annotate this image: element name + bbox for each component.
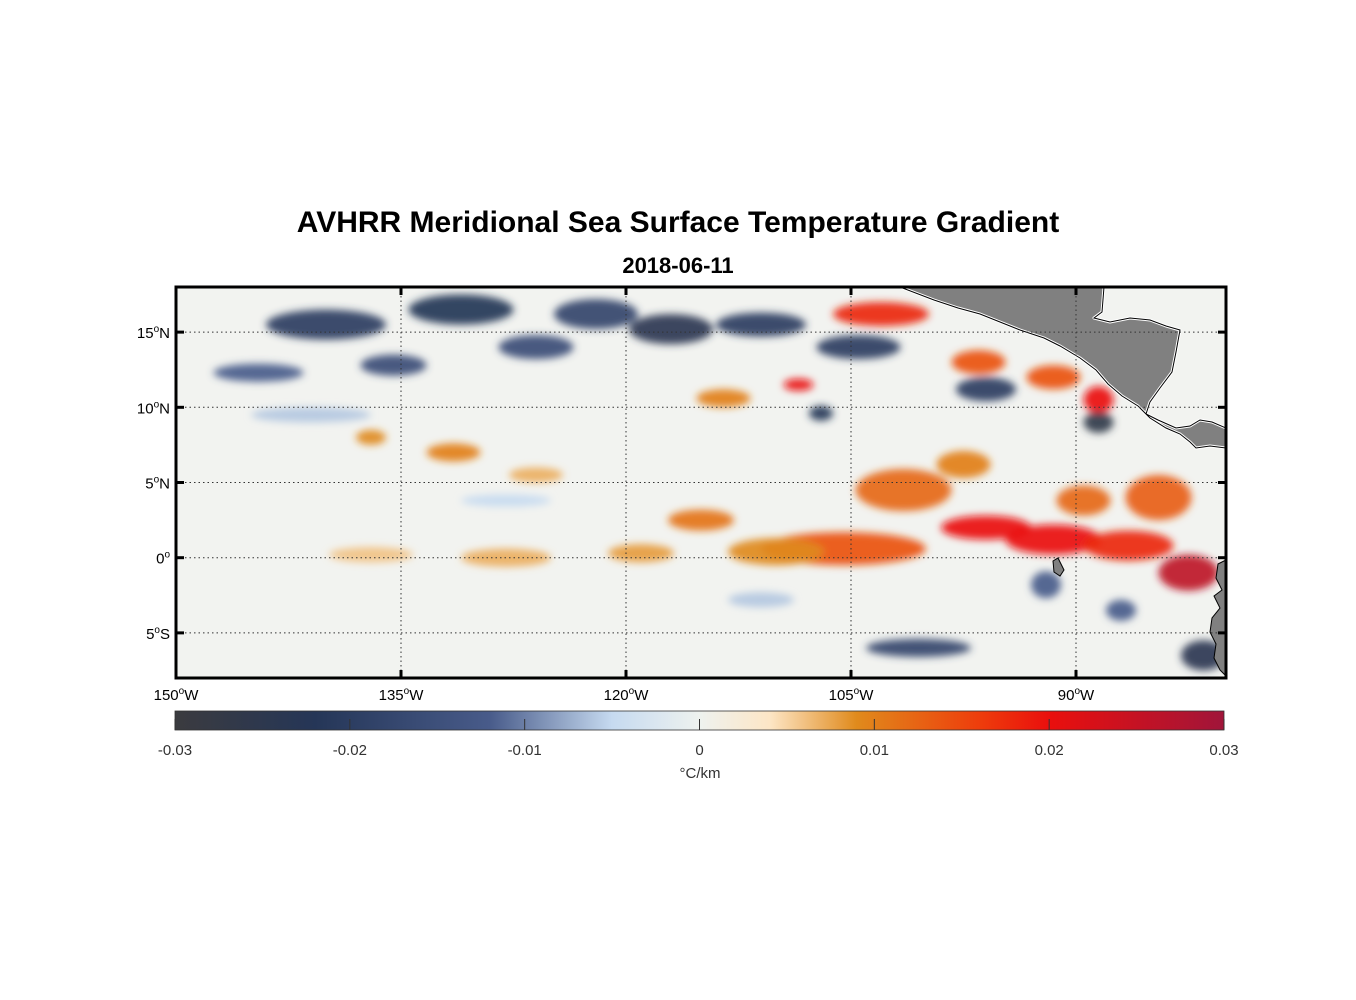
positive-gradient-feature	[608, 544, 674, 563]
negative-gradient-feature	[728, 592, 794, 608]
y-tick-label: 10oN	[137, 399, 170, 417]
positive-gradient-feature	[356, 429, 386, 445]
positive-gradient-feature	[728, 538, 824, 566]
positive-gradient-feature	[1125, 474, 1192, 521]
negative-gradient-feature	[1031, 571, 1061, 599]
negative-gradient-feature	[360, 354, 427, 376]
colorbar-tick-label: 0.01	[860, 742, 889, 759]
negative-gradient-feature	[213, 363, 304, 382]
axis-ticks	[174, 287, 1226, 678]
x-axis-labels: 150oW 135oW 120oW 105oW 90oW	[154, 686, 1095, 704]
colorbar-tick-label: 0.03	[1209, 742, 1238, 759]
y-tick-label: 0o	[156, 550, 170, 568]
map-area	[176, 287, 1226, 678]
positive-gradient-feature	[833, 302, 929, 327]
positive-gradient-feature	[855, 468, 952, 512]
colorbar-unit-label: °C/km	[680, 765, 721, 782]
x-tick-label: 105oW	[829, 686, 875, 704]
positive-gradient-feature	[329, 547, 413, 563]
colorbar-tick-label: -0.02	[333, 742, 367, 759]
positive-gradient-feature	[1083, 386, 1114, 414]
negative-gradient-feature	[554, 299, 638, 330]
colorbar-tick-label: -0.01	[508, 742, 542, 759]
y-tick-label: 5oS	[146, 625, 170, 643]
negative-gradient-feature	[1083, 411, 1114, 433]
x-tick-label: 120oW	[604, 686, 650, 704]
positive-gradient-feature	[1158, 554, 1219, 591]
positive-gradient-feature	[1026, 365, 1081, 390]
y-tick-label: 15oN	[137, 324, 170, 342]
x-tick-label: 90oW	[1058, 686, 1095, 704]
positive-gradient-feature	[668, 509, 734, 531]
negative-gradient-feature	[816, 335, 901, 360]
gradient-field	[213, 294, 1226, 671]
y-axis-labels: 15oN 10oN 5oN 0o 5oS	[137, 324, 171, 643]
x-tick-label: 150oW	[154, 686, 200, 704]
y-tick-label: 5oN	[145, 475, 170, 493]
negative-gradient-feature	[809, 405, 833, 421]
colorbar-tick-label: 0.02	[1035, 742, 1064, 759]
positive-gradient-feature	[696, 389, 751, 408]
positive-gradient-feature	[1083, 530, 1174, 561]
negative-gradient-feature	[498, 335, 574, 360]
positive-gradient-feature	[783, 378, 814, 391]
galapagos-islands	[1052, 557, 1065, 577]
colorbar: -0.03 -0.02 -0.01 0 0.01 0.02 0.03 °C/km	[158, 710, 1239, 782]
positive-gradient-feature	[1056, 485, 1111, 516]
land-central-america-outline	[899, 287, 1226, 449]
negative-gradient-feature	[266, 309, 386, 340]
negative-gradient-feature	[1181, 640, 1226, 671]
chart-title: AVHRR Meridional Sea Surface Temperature…	[296, 206, 1060, 239]
negative-gradient-feature	[408, 294, 514, 325]
colorbar-tick-label: 0	[695, 742, 703, 759]
negative-gradient-feature	[461, 494, 551, 507]
positive-gradient-feature	[936, 450, 991, 478]
negative-gradient-feature	[716, 312, 806, 337]
negative-gradient-feature	[866, 638, 971, 657]
negative-gradient-feature	[251, 407, 371, 423]
positive-gradient-feature	[941, 515, 1031, 540]
negative-gradient-feature	[629, 314, 713, 345]
positive-gradient-feature	[426, 443, 481, 462]
chart-subtitle: 2018-06-11	[622, 253, 734, 278]
colorbar-ticks: -0.03 -0.02 -0.01 0 0.01 0.02 0.03	[158, 719, 1239, 759]
positive-gradient-feature	[509, 467, 563, 483]
positive-gradient-feature	[951, 350, 1006, 375]
negative-gradient-feature	[1106, 599, 1136, 621]
land-south-america	[1209, 559, 1226, 677]
colorbar-tick-label: -0.03	[158, 742, 192, 759]
x-tick-label: 135oW	[379, 686, 425, 704]
ocean-background	[176, 287, 1226, 678]
negative-gradient-feature	[956, 377, 1016, 402]
positive-gradient-feature	[1005, 524, 1102, 555]
